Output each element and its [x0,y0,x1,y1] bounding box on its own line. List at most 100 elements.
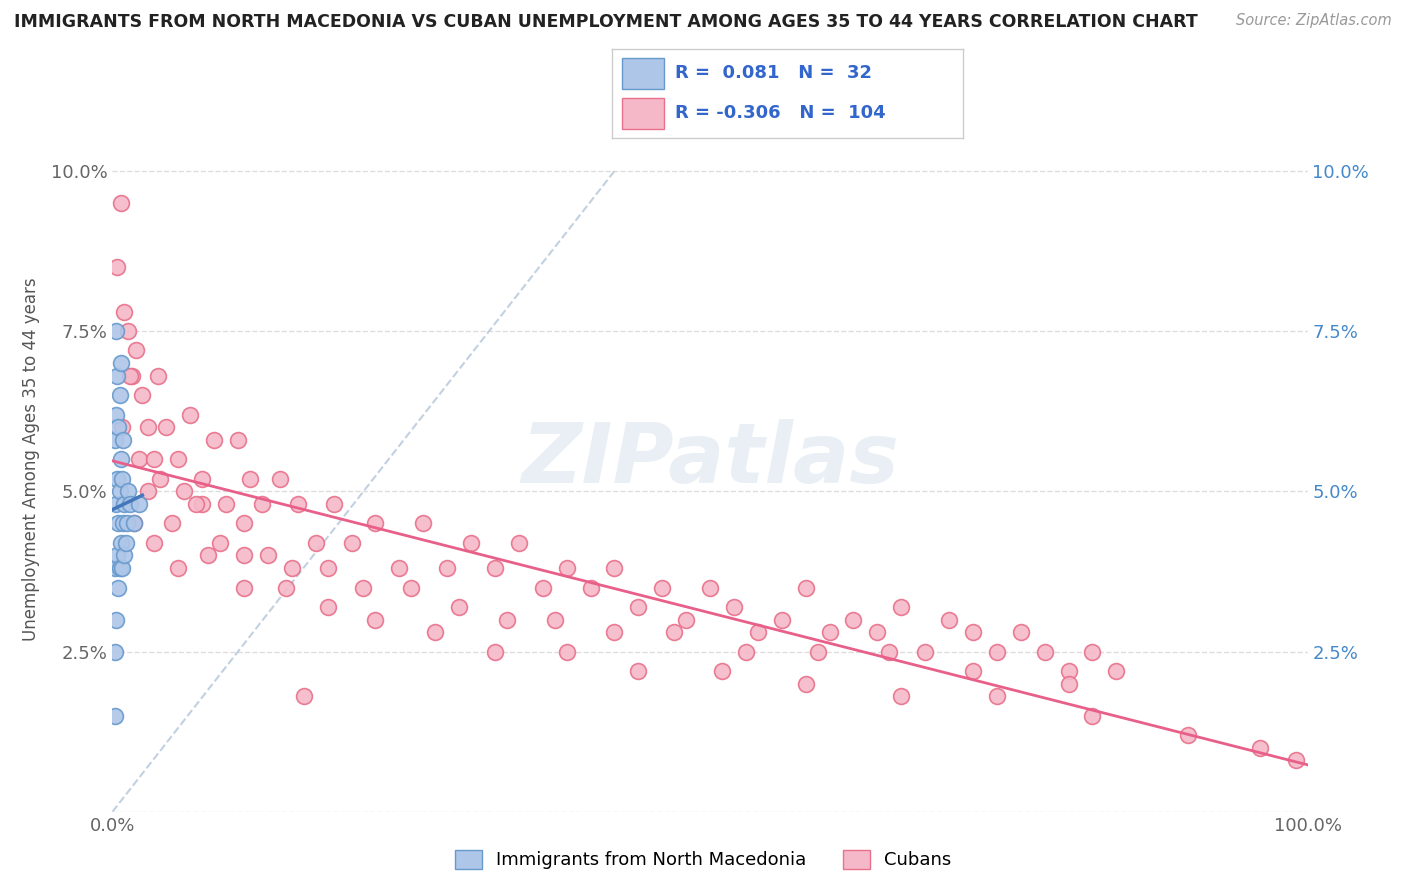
Point [401,581,423,595]
Point [209,535,232,549]
Point [105,613,128,627]
Point [938,613,960,627]
Point [257,549,280,563]
Point [215,497,238,511]
Point [1177,728,1199,742]
Point [879,644,901,658]
Point [120,497,142,511]
Point [412,516,434,531]
Legend: Immigrants from North Macedonia, Cubans: Immigrants from North Macedonia, Cubans [446,841,960,879]
Point [747,625,769,640]
Point [340,535,363,549]
Point [114,497,135,511]
Point [543,613,565,627]
Point [233,549,256,563]
Point [233,581,256,595]
Point [114,305,135,319]
Text: IMMIGRANTS FROM NORTH MACEDONIA VS CUBAN UNEMPLOYMENT AMONG AGES 35 TO 44 YEARS : IMMIGRANTS FROM NORTH MACEDONIA VS CUBAN… [14,13,1198,31]
Point [143,535,166,549]
Point [866,625,889,640]
Point [425,625,447,640]
Point [105,369,128,384]
Point [149,472,172,486]
Point [108,388,131,402]
Point [173,484,195,499]
Point [508,535,530,549]
Point [197,549,219,563]
Point [531,581,554,595]
Point [108,484,131,499]
Point [128,452,150,467]
Point [186,497,208,511]
Point [484,644,506,658]
Point [962,625,984,640]
Point [107,420,129,434]
Point [105,472,128,486]
Point [986,644,1008,658]
Point [110,535,132,549]
Point [111,472,134,486]
Point [110,196,132,211]
Point [110,452,132,467]
Point [117,324,139,338]
Point [167,452,190,467]
FancyBboxPatch shape [621,98,665,129]
FancyBboxPatch shape [621,58,665,89]
Text: R =  0.081   N =  32: R = 0.081 N = 32 [675,64,872,82]
Point [167,561,190,575]
Point [155,420,177,434]
Point [735,644,758,658]
Point [388,561,411,575]
Point [579,581,602,595]
Point [226,433,249,447]
Point [1010,625,1032,640]
Point [770,613,793,627]
Point [1057,676,1080,690]
Point [146,369,169,384]
Point [202,433,225,447]
Point [114,535,136,549]
Point [105,324,128,338]
Point [292,690,315,704]
Point [162,516,183,531]
Point [986,690,1008,704]
Point [125,343,148,358]
Point [121,369,143,384]
Point [105,549,128,563]
Point [555,644,578,658]
Point [305,535,328,549]
Point [651,581,673,595]
Point [110,356,132,370]
Point [1057,664,1080,678]
Point [794,676,817,690]
Point [138,484,160,499]
Point [114,549,135,563]
Point [115,516,138,531]
Point [1285,754,1308,768]
Point [122,516,145,531]
Point [128,497,150,511]
Point [723,599,745,614]
Point [191,472,214,486]
Point [460,535,482,549]
Point [250,497,273,511]
Point [842,613,865,627]
Point [1081,644,1104,658]
Point [818,625,841,640]
Point [1249,740,1271,755]
Point [112,516,135,531]
Point [111,561,134,575]
Point [603,561,626,575]
Y-axis label: Unemployment Among Ages 35 to 44 years: Unemployment Among Ages 35 to 44 years [21,277,39,641]
Point [962,664,984,678]
Point [807,644,830,658]
Point [447,599,470,614]
Point [239,472,262,486]
Point [104,708,127,723]
Point [890,599,912,614]
Point [287,497,309,511]
Point [105,497,128,511]
Point [699,581,721,595]
Point [143,452,166,467]
Point [131,388,153,402]
